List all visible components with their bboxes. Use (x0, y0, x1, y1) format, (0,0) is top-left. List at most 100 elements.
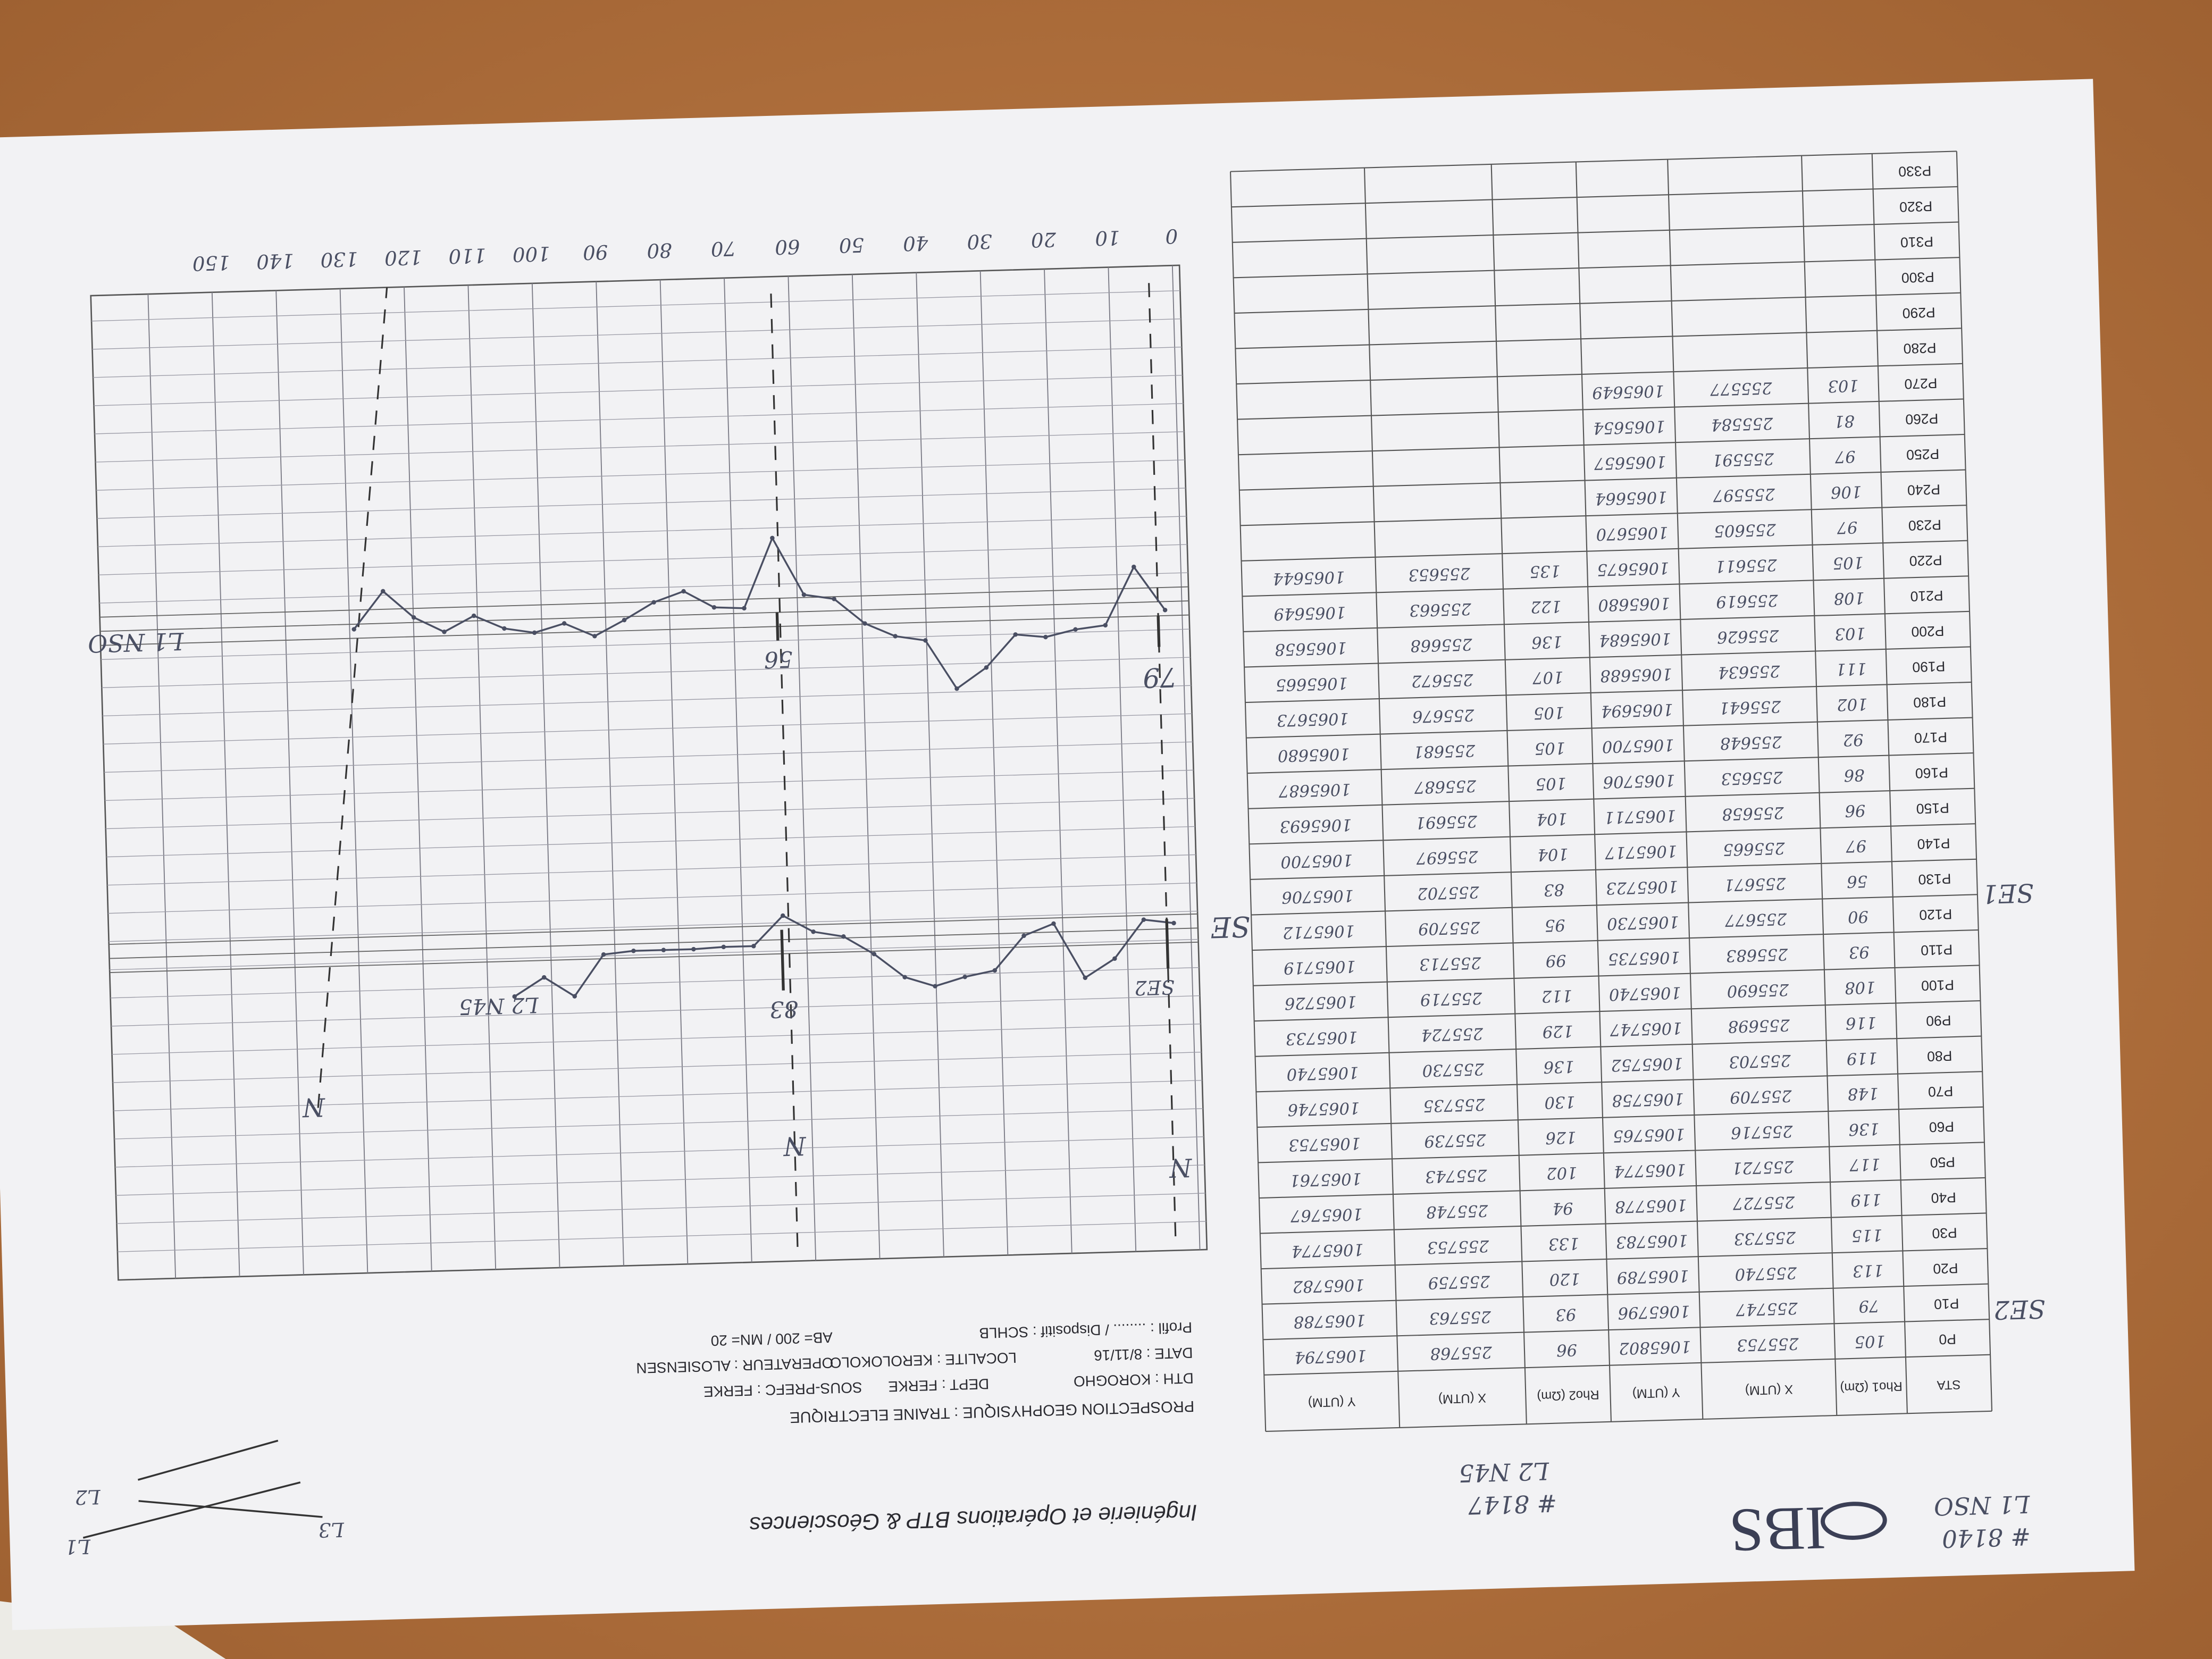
curve-point (923, 638, 928, 643)
rule (1259, 1177, 1985, 1199)
table-cell: 255668 (1410, 634, 1473, 655)
table-cell: 1065753 (1288, 1134, 1361, 1154)
curve-point (471, 613, 476, 618)
rule (1575, 162, 1612, 1422)
table-cell: 1065796 (1618, 1302, 1690, 1322)
table-cell: 1065740 (1286, 1063, 1359, 1084)
rule (339, 288, 368, 1273)
table-cell: 1065761 (1289, 1169, 1362, 1189)
curve-point (442, 630, 447, 634)
station-label: P90 (1926, 1012, 1951, 1029)
curve-point (872, 951, 877, 957)
curve-point (811, 929, 816, 934)
station-label: P290 (1902, 304, 1936, 321)
sketch-label: L2 (74, 1485, 101, 1509)
station-label: P60 (1929, 1119, 1954, 1135)
rule (92, 318, 1181, 350)
table-cell: 94 (1552, 1199, 1573, 1218)
rule (115, 1164, 1205, 1196)
station-label: P220 (1909, 552, 1942, 569)
curve-point (691, 946, 696, 952)
rule (1165, 919, 1170, 969)
curve-point (1171, 920, 1176, 926)
rule (1242, 575, 1969, 597)
rule (100, 614, 1189, 646)
rule (211, 292, 240, 1277)
annotation: 56 (764, 646, 793, 672)
table-cell: 255698 (1728, 1015, 1790, 1035)
station-label: P100 (1921, 977, 1955, 994)
column-header: X (UTM) (1745, 1382, 1793, 1398)
rule (1241, 540, 1968, 562)
table-cell: 255753 (1737, 1334, 1799, 1354)
rule (1258, 1142, 1984, 1163)
table-cell: 255677 (1724, 909, 1788, 929)
table-cell: 1065782 (1292, 1275, 1365, 1296)
rule (115, 1136, 1204, 1168)
curve-point (1141, 917, 1146, 922)
rule (275, 290, 304, 1275)
table-cell: 1065700 (1280, 850, 1353, 871)
table-cell: 86 (1844, 765, 1865, 784)
table-cell: 255733 (1733, 1228, 1796, 1248)
table-cell: 1065700 (1602, 735, 1674, 756)
rule (138, 1500, 323, 1518)
station-label: P130 (1918, 870, 1951, 887)
table-cell: 255665 (1723, 839, 1786, 859)
table-cell: 255605 (1714, 520, 1777, 540)
station-label: P240 (1907, 481, 1941, 498)
rule (1254, 1000, 1981, 1022)
table-cell: 111 (1836, 659, 1867, 678)
curve-point (902, 975, 907, 979)
table-cell: 255577 (1710, 378, 1773, 398)
curve-point (992, 968, 998, 973)
table-cell: 1065693 (1279, 815, 1352, 836)
table-cell: 1065719 (1284, 957, 1356, 977)
table-cell: 1065758 (1612, 1089, 1685, 1110)
column-header: Rho1 (Ωm) (1840, 1379, 1903, 1395)
rule (1232, 221, 1959, 243)
table-cell: 105 (1854, 1331, 1886, 1351)
rule (107, 854, 1196, 886)
rule (1801, 155, 1838, 1415)
table-cell: 92 (1842, 730, 1864, 749)
station-label: P140 (1917, 835, 1950, 852)
table-cell: 1065774 (1291, 1239, 1364, 1260)
rule (1147, 277, 1177, 1237)
x-label: 0 (1165, 224, 1178, 248)
station-label: P190 (1912, 658, 1946, 675)
annotation: SE2 (1134, 975, 1175, 999)
table-cell: 1065706 (1603, 770, 1675, 791)
table-cell: 81 (1834, 411, 1855, 430)
table-cell: 1065684 (1599, 629, 1672, 650)
table-cell: 1065664 (1595, 488, 1668, 508)
rule (1871, 153, 1908, 1414)
table-cell: 255768 (1430, 1343, 1493, 1363)
rule (1250, 858, 1977, 881)
rule (1236, 363, 1963, 385)
curve-point (592, 634, 597, 639)
rule (317, 287, 388, 1108)
table-cell: 93 (1555, 1305, 1577, 1324)
table-cell: 1065735 (1607, 948, 1680, 968)
table-cell: 1065767 (1290, 1204, 1363, 1225)
table-cell: 255653 (1408, 564, 1471, 584)
x-label: 30 (967, 230, 992, 253)
annotation: 79 (1142, 661, 1177, 694)
curve-point (1043, 634, 1048, 640)
x-label: 110 (448, 244, 487, 267)
curve-point (411, 615, 416, 620)
table-cell: 1065644 (1272, 567, 1345, 588)
table-cell: 255681 (1413, 741, 1476, 761)
rule (1235, 328, 1962, 349)
table-cell: 126 (1545, 1127, 1577, 1147)
table-cell: 1065746 (1287, 1098, 1360, 1119)
x-label: 60 (775, 235, 800, 258)
rule (780, 929, 785, 991)
table-cell: 255763 (1429, 1307, 1492, 1327)
curve-point (721, 944, 726, 950)
rule (138, 1439, 279, 1481)
rule (104, 741, 1193, 773)
rule (97, 516, 1187, 547)
rule (770, 288, 799, 1247)
